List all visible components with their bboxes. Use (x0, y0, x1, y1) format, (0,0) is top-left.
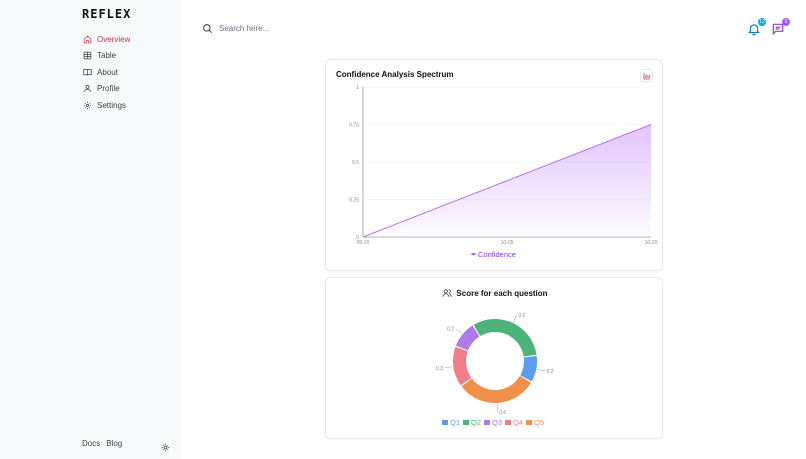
sidebar-item-settings[interactable]: Settings (82, 97, 130, 114)
sidebar-item-about[interactable]: About (82, 64, 130, 81)
legend-swatch (526, 420, 532, 425)
slice-value-label: 0.2 (447, 327, 454, 333)
users-icon (442, 289, 453, 297)
home-icon (82, 34, 93, 45)
search-input[interactable] (219, 24, 369, 33)
series-line (362, 124, 652, 238)
confidence-chart-card: Confidence Analysis Spectrum 0 0.25 0.5 0.7… (325, 59, 663, 271)
settings-icon (82, 100, 93, 111)
score-chart-card: Score for each question 0.2 0.6 0.2 0.3 0.6 Q… (325, 277, 663, 439)
legend-label: Q3 (492, 418, 502, 427)
slice-label-line (537, 369, 546, 372)
blog-link[interactable]: Blog (106, 439, 123, 448)
slice-value-label: 0.2 (547, 369, 554, 375)
sidebar-item-profile[interactable]: Profile (82, 81, 130, 98)
user-icon (82, 83, 93, 94)
notifications-button[interactable]: 12 (747, 18, 766, 36)
legend-swatch (505, 420, 511, 425)
messages-badge: 6 (782, 18, 790, 26)
donut-slice-q3[interactable] (455, 325, 480, 351)
brand-logo[interactable]: REFLEX (82, 7, 132, 21)
y-tick-label: 0.25 (349, 198, 359, 204)
sidebar-item-label: Table (97, 51, 117, 61)
sidebar-item-label: Settings (97, 100, 126, 110)
legend-label: Q4 (513, 418, 523, 427)
slice-value-label: 0.6 (518, 313, 525, 319)
donut-slice-q4[interactable] (453, 346, 472, 386)
sidebar: REFLEX Overview Table About Profile (0, 0, 181, 459)
legend-item-q1[interactable]: Q1 (442, 418, 460, 427)
slice-label-line (444, 366, 453, 369)
sidebar-item-label: About (97, 67, 118, 77)
book-icon (82, 67, 93, 78)
legend-swatch (463, 420, 469, 425)
chart-title: Confidence Analysis Spectrum (336, 70, 454, 79)
message-icon (772, 23, 784, 36)
chart-type-button[interactable] (640, 69, 653, 82)
legend-swatch (442, 420, 448, 425)
bar-chart-icon (643, 72, 650, 79)
notifications-badge: 12 (758, 18, 766, 26)
sun-icon (161, 443, 170, 452)
bell-icon (747, 24, 761, 36)
sidebar-nav: Overview Table About Profile Settings (82, 31, 130, 114)
sidebar-item-overview[interactable]: Overview (82, 31, 130, 48)
sidebar-item-label: Profile (97, 84, 120, 94)
donut-chart: 0.2 0.6 0.2 0.3 0.6 Q1 Q2 Q3 Q4 Q5 (436, 313, 554, 427)
table-icon (82, 50, 93, 61)
slice-label-line (455, 328, 462, 334)
slice-value-label: 0.3 (436, 366, 443, 372)
legend-label: Q1 (450, 418, 460, 427)
legend-swatch (484, 420, 490, 425)
legend-label: Q2 (471, 418, 481, 427)
legend-item-q2[interactable]: Q2 (463, 418, 481, 427)
y-tick-label: 0 (356, 235, 359, 241)
y-tick-label: 1 (356, 85, 359, 91)
y-tick-label: 0.75 (349, 123, 359, 129)
donut-slice-q1[interactable] (520, 355, 537, 382)
donut-title: Score for each question (456, 288, 548, 298)
messages-button[interactable]: 6 (771, 18, 790, 36)
docs-link[interactable]: Docs (82, 439, 101, 448)
slice-value-label: 0.6 (499, 410, 506, 416)
theme-toggle-button[interactable] (161, 439, 170, 452)
x-tick-label: 10-20 (645, 240, 658, 246)
donut-slice-q2[interactable] (473, 319, 537, 357)
legend-label: Confidence (478, 250, 516, 259)
donut-slice-q5[interactable] (461, 375, 532, 404)
sidebar-item-table[interactable]: Table (82, 48, 130, 65)
legend-label: Q5 (534, 418, 544, 427)
x-tick-label: 10-05 (501, 240, 514, 246)
legend-item-q3[interactable]: Q3 (484, 418, 502, 427)
legend-item-q5[interactable]: Q5 (526, 418, 544, 427)
slice-label-line (513, 314, 518, 323)
y-tick-label: 0.5 (352, 160, 359, 166)
sidebar-item-label: Overview (97, 34, 131, 44)
legend-marker (472, 252, 475, 256)
donut-title-row: Score for each question (326, 288, 664, 298)
search-icon[interactable] (202, 23, 213, 34)
legend-item-confidence[interactable]: Confidence (471, 250, 516, 259)
x-tick-label: 09-20 (357, 240, 370, 246)
search-bar (202, 23, 369, 34)
sidebar-footer: Docs Blog (82, 439, 172, 448)
legend-item-q4[interactable]: Q4 (505, 418, 523, 427)
area-chart: 0 0.25 0.5 0.75 1 09-20 10-05 10-20 Confidence (349, 85, 658, 259)
